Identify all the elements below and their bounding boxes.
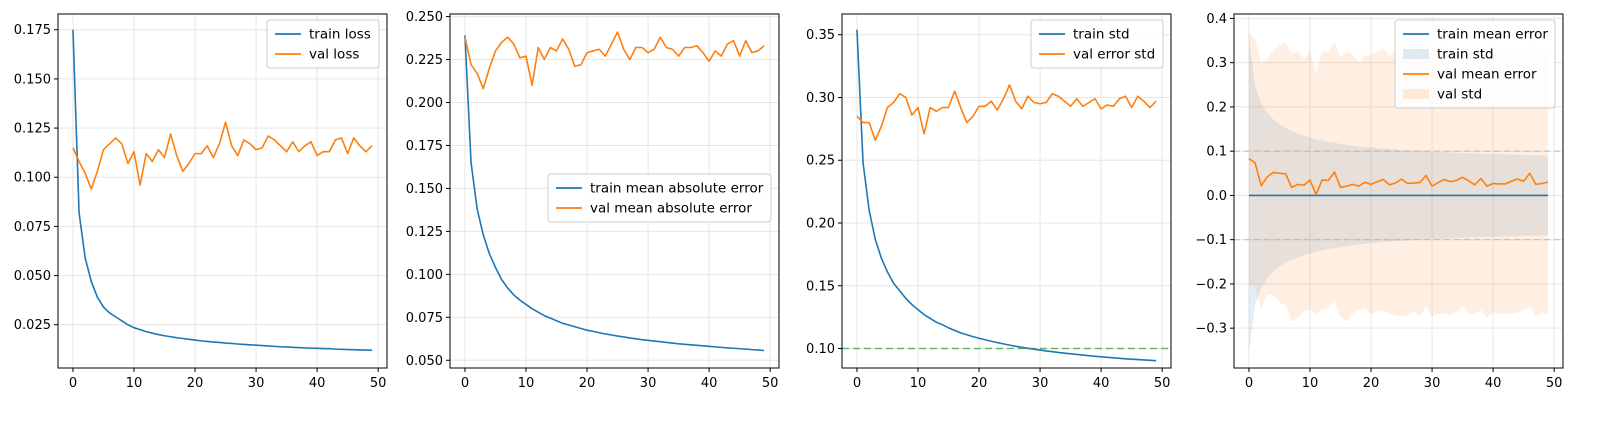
y-tick-label: 0.175: [14, 23, 51, 38]
y-tick-label: 0.0: [1206, 189, 1227, 204]
y-tick-label: 0.050: [406, 354, 443, 369]
x-tick-label: 30: [640, 376, 657, 391]
y-tick-label: −0.2: [1195, 277, 1227, 292]
legend-label: val mean error: [1437, 67, 1537, 83]
y-tick-label: 0.200: [406, 96, 443, 111]
axes-frame: [57, 13, 388, 369]
y-tick-label: 0.250: [406, 10, 443, 25]
y-tick-label: 0.10: [806, 342, 835, 357]
x-tick-label: 30: [1424, 376, 1441, 391]
x-tick-label: 10: [910, 376, 927, 391]
x-tick-label: 50: [1546, 376, 1563, 391]
y-tick-label: 0.100: [14, 171, 51, 186]
legend-label: val error std: [1073, 47, 1155, 63]
x-tick-label: 40: [1093, 376, 1110, 391]
y-tick-label: 0.1: [1206, 145, 1227, 160]
y-tick-label: 0.15: [806, 279, 835, 294]
legend-box: [266, 19, 380, 69]
y-tick-label: 0.025: [14, 318, 51, 333]
legend: train mean error train std val mean error v…: [1394, 19, 1556, 109]
x-tick-label: 0: [69, 376, 77, 391]
legend-label: train std: [1073, 27, 1130, 43]
legend: train loss val loss: [266, 19, 380, 69]
legend-label: val mean absolute error: [590, 201, 752, 217]
x-tick-label: 20: [187, 376, 204, 391]
axes-frame: [841, 13, 1172, 369]
x-tick-label: 20: [579, 376, 596, 391]
x-tick-label: 10: [1302, 376, 1319, 391]
series-line: [1248, 158, 1549, 196]
axes-frame: [1233, 13, 1564, 369]
series-line: [856, 29, 1157, 362]
legend-swatch: [1403, 89, 1429, 99]
y-tick-label: 0.125: [406, 225, 443, 240]
chart-panel-3: 0 10 20 30 40 50 0.10 0.15 0.20 0.25 0.30 0.35 train…: [806, 13, 1172, 391]
legend-box: [547, 173, 772, 223]
y-tick-label: 0.20: [806, 217, 835, 232]
y-tick-label: −0.3: [1195, 322, 1227, 337]
legend-box: [1030, 19, 1164, 69]
y-tick-label: 0.075: [14, 220, 51, 235]
x-tick-label: 20: [971, 376, 988, 391]
x-tick-label: 50: [762, 376, 779, 391]
legend-label: val loss: [309, 47, 359, 63]
y-tick-label: 0.25: [806, 154, 835, 169]
y-tick-label: 0.150: [406, 182, 443, 197]
x-tick-label: 0: [1245, 376, 1253, 391]
x-tick-label: 40: [309, 376, 326, 391]
x-tick-label: 30: [248, 376, 265, 391]
y-tick-label: 0.050: [14, 269, 51, 284]
y-tick-label: 0.35: [806, 28, 835, 43]
legend-swatch: [1403, 49, 1429, 59]
series-line: [464, 35, 765, 352]
y-tick-label: 0.125: [14, 122, 51, 137]
x-tick-label: 10: [518, 376, 535, 391]
chart-panel-4: 0 10 20 30 40 50 −0.3 −0.2 −0.1 0.0 0.1 0.2 0.3 0.4 tr…: [1195, 12, 1564, 391]
y-tick-label: 0.150: [14, 72, 51, 87]
y-tick-label: 0.3: [1206, 56, 1227, 71]
y-tick-label: −0.1: [1195, 233, 1227, 248]
series-line: [464, 31, 765, 90]
x-tick-label: 50: [370, 376, 387, 391]
y-tick-label: 0.225: [406, 53, 443, 68]
y-tick-label: 0.30: [806, 91, 835, 106]
x-tick-label: 40: [701, 376, 718, 391]
legend-label: train mean error: [1437, 27, 1548, 43]
legend-box: [1394, 19, 1556, 109]
legend: train mean absolute error val mean absolu…: [547, 173, 772, 223]
y-tick-label: 0.175: [406, 139, 443, 154]
x-tick-label: 30: [1032, 376, 1049, 391]
chart-panel-2: 0 10 20 30 40 50 0.050 0.075 0.100 0.125 0.150 0.17…: [406, 10, 780, 391]
y-tick-label: 0.4: [1206, 12, 1227, 27]
chart-panel-1: 0 10 20 30 40 50 0.025 0.050 0.075 0.100 0.125 0.15…: [14, 13, 388, 391]
series-line: [72, 29, 373, 352]
legend: train std val error std: [1030, 19, 1164, 69]
y-tick-label: 0.075: [406, 311, 443, 326]
x-tick-label: 0: [461, 376, 469, 391]
legend-label: train mean absolute error: [590, 181, 764, 197]
series-line: [72, 121, 373, 190]
axes-frame: [449, 13, 780, 369]
legend-label: train std: [1437, 47, 1494, 63]
x-tick-label: 20: [1363, 376, 1380, 391]
legend-label: train loss: [309, 27, 371, 43]
x-tick-label: 50: [1154, 376, 1171, 391]
y-tick-label: 0.100: [406, 268, 443, 283]
x-tick-label: 10: [126, 376, 143, 391]
x-tick-label: 40: [1485, 376, 1502, 391]
legend-label: val std: [1437, 87, 1482, 103]
x-tick-label: 0: [853, 376, 861, 391]
series-line: [856, 84, 1157, 141]
y-tick-label: 0.2: [1206, 100, 1227, 115]
